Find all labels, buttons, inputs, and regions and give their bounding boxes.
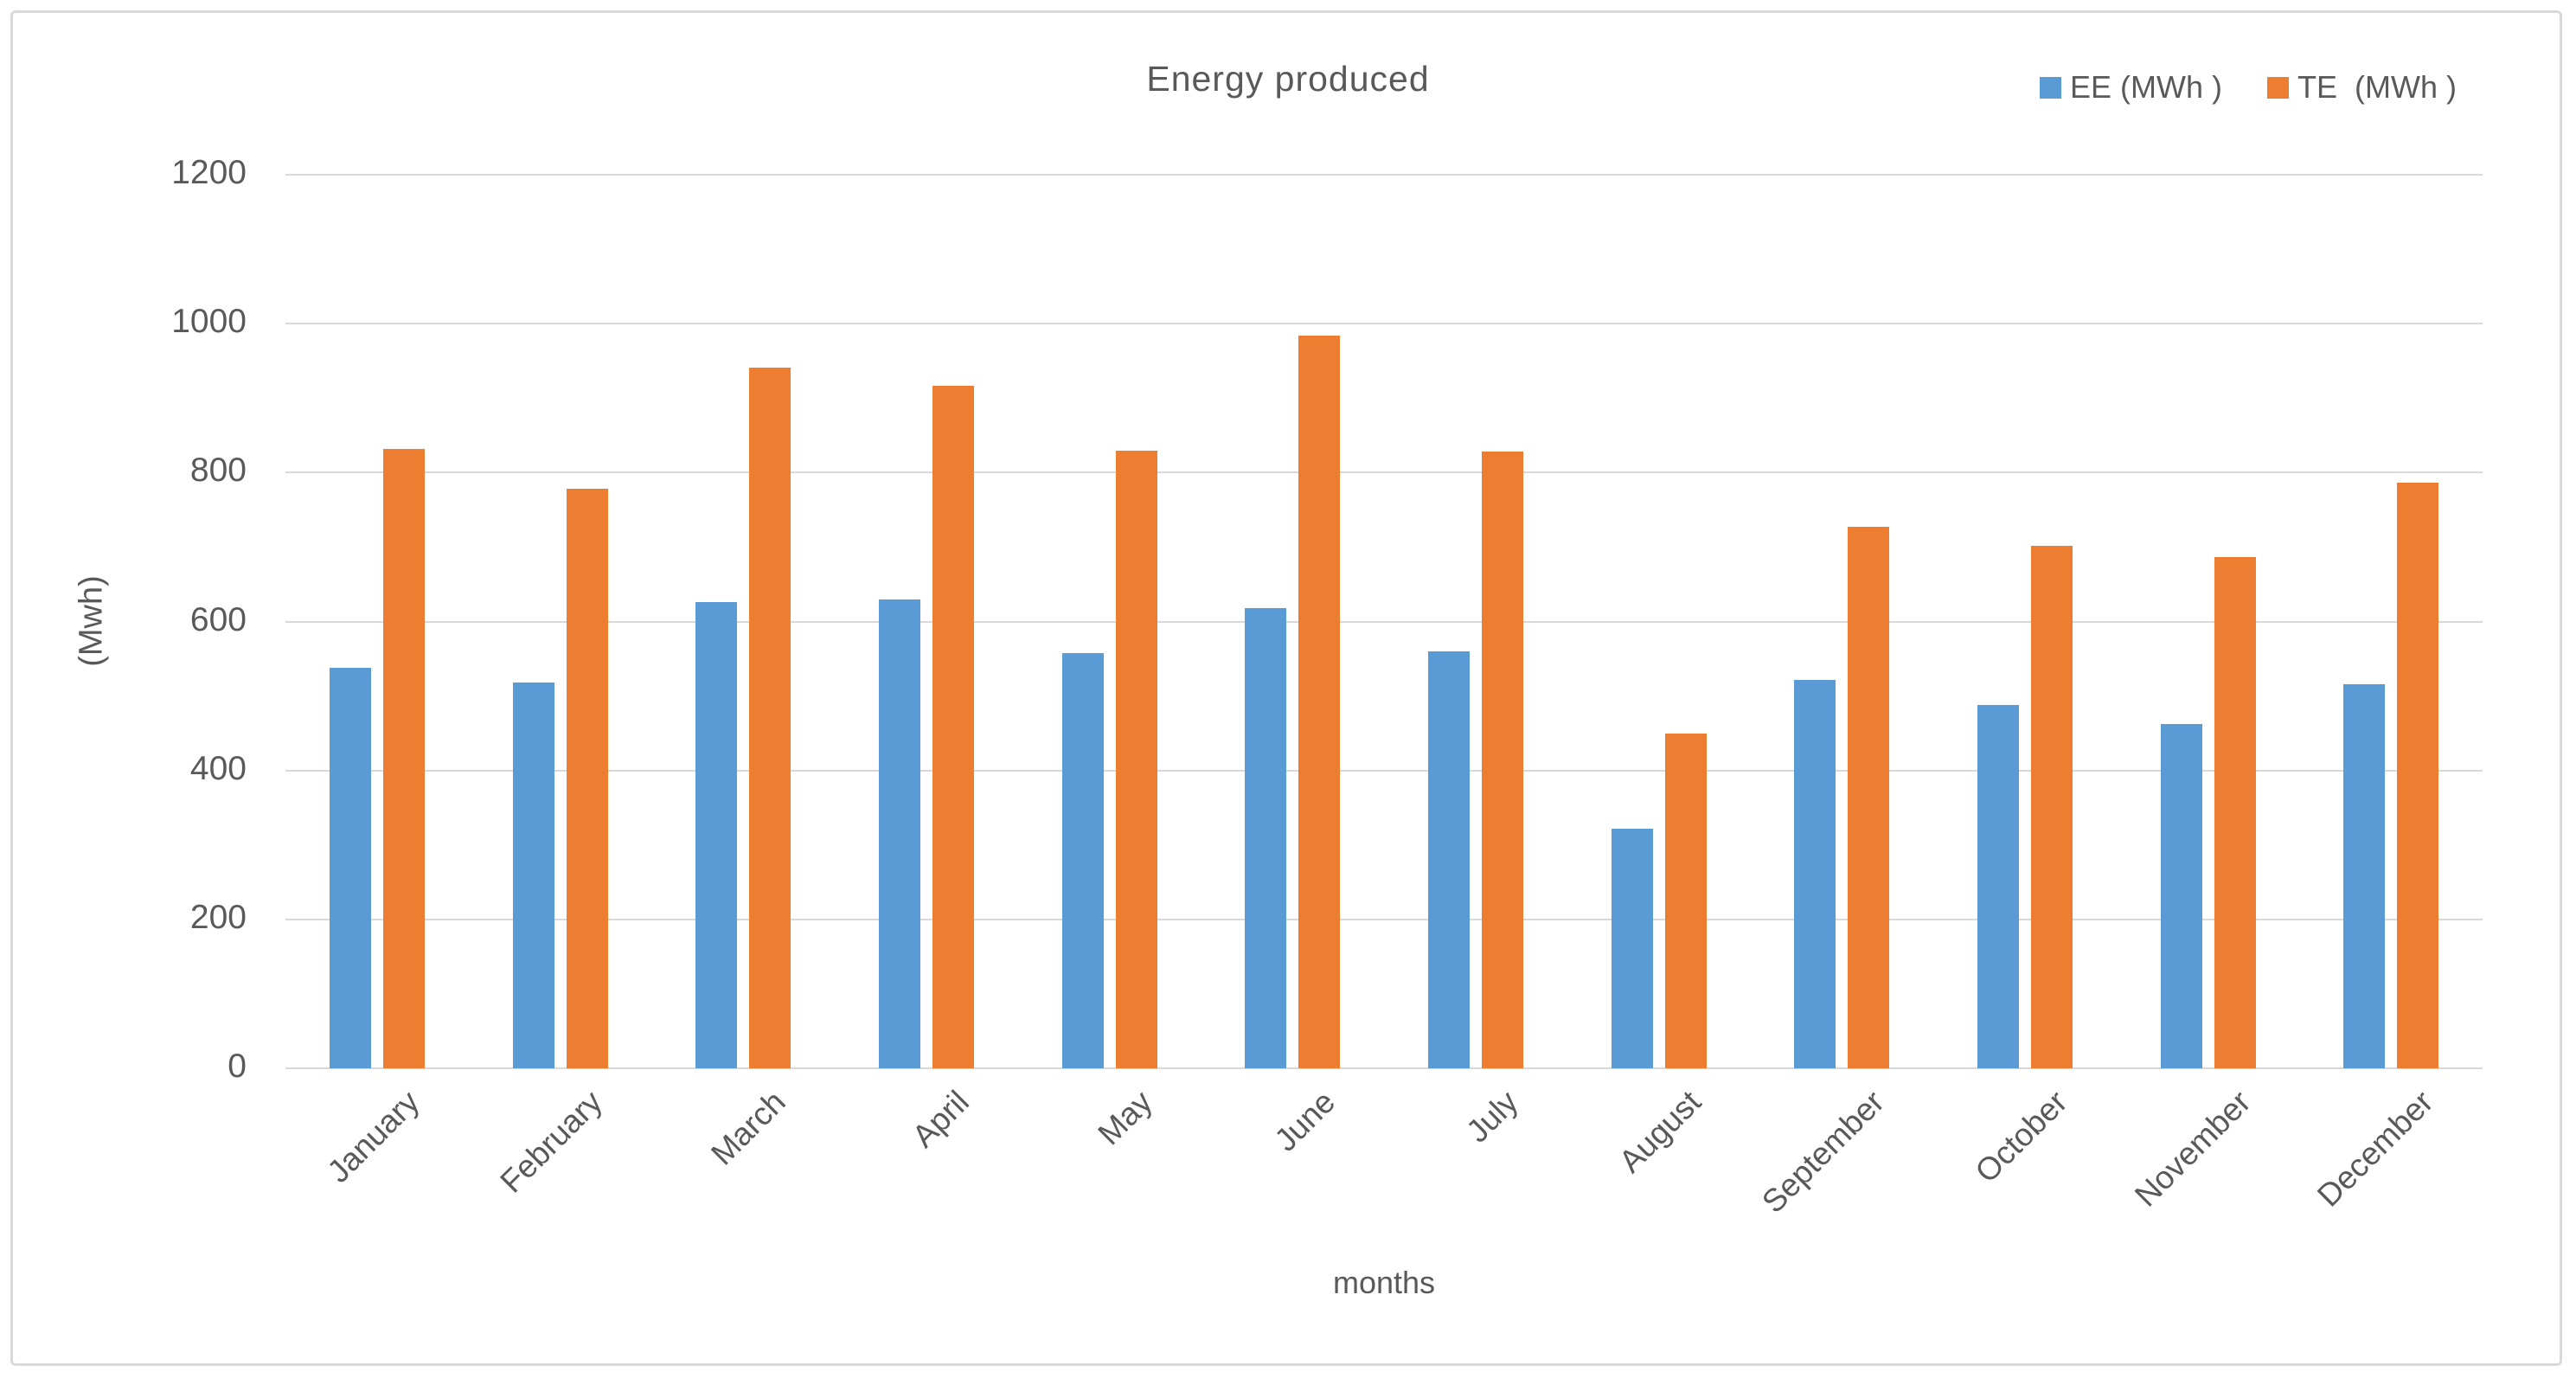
- legend-swatch-te: [2267, 76, 2290, 99]
- bar-ee-september: [1794, 680, 1836, 1068]
- gridline-600: [285, 620, 2483, 623]
- gridline-1200: [285, 174, 2483, 176]
- bar-ee-march: [695, 602, 738, 1068]
- bar-te-january: [382, 449, 425, 1068]
- legend-item-te: TE (MWh ): [2267, 69, 2457, 106]
- legend: EE (MWh ) TE (MWh ): [2040, 69, 2457, 106]
- legend-swatch-ee: [2040, 76, 2062, 99]
- bar-ee-november: [2160, 724, 2202, 1068]
- bar-ee-october: [1977, 705, 2019, 1068]
- y-tick-label-400: 400: [189, 749, 247, 787]
- y-tick-label-0: 0: [227, 1048, 247, 1085]
- chart-title: Energy produced: [1146, 59, 1430, 99]
- bar-te-october: [2030, 546, 2073, 1068]
- bar-te-november: [2214, 557, 2256, 1068]
- bar-ee-may: [1061, 653, 1104, 1068]
- bar-te-december: [2397, 483, 2439, 1068]
- bar-ee-august: [1611, 829, 1653, 1068]
- bar-ee-june: [1245, 608, 1287, 1068]
- gridline-200: [285, 918, 2483, 920]
- gridline-0: [285, 1067, 2483, 1069]
- gridline-800: [285, 471, 2483, 474]
- bar-te-july: [1481, 452, 1523, 1068]
- bar-ee-january: [329, 668, 371, 1068]
- bar-te-september: [1848, 527, 1890, 1068]
- legend-item-ee: EE (MWh ): [2040, 69, 2222, 106]
- bar-te-august: [1664, 734, 1707, 1068]
- bar-te-april: [932, 386, 974, 1068]
- gridline-400: [285, 769, 2483, 772]
- bar-ee-december: [2343, 684, 2386, 1068]
- bar-te-may: [1115, 451, 1157, 1068]
- x-axis-title: months: [1332, 1265, 1436, 1300]
- y-tick-label-600: 600: [189, 600, 247, 638]
- y-tick-label-1000: 1000: [171, 303, 247, 341]
- legend-label-ee: EE (MWh ): [2070, 69, 2223, 105]
- bar-te-march: [749, 368, 791, 1068]
- bar-ee-july: [1427, 651, 1470, 1068]
- bar-ee-february: [512, 683, 554, 1068]
- bar-te-june: [1298, 336, 1341, 1068]
- legend-label-te: TE (MWh ): [2297, 69, 2457, 105]
- bar-te-february: [566, 489, 608, 1068]
- plot-area: [285, 174, 2483, 1069]
- gridline-1000: [285, 323, 2483, 325]
- y-tick-label-800: 800: [189, 452, 247, 490]
- y-tick-label-200: 200: [189, 898, 247, 936]
- bar-ee-april: [878, 599, 920, 1068]
- y-tick-label-1200: 1200: [171, 154, 247, 191]
